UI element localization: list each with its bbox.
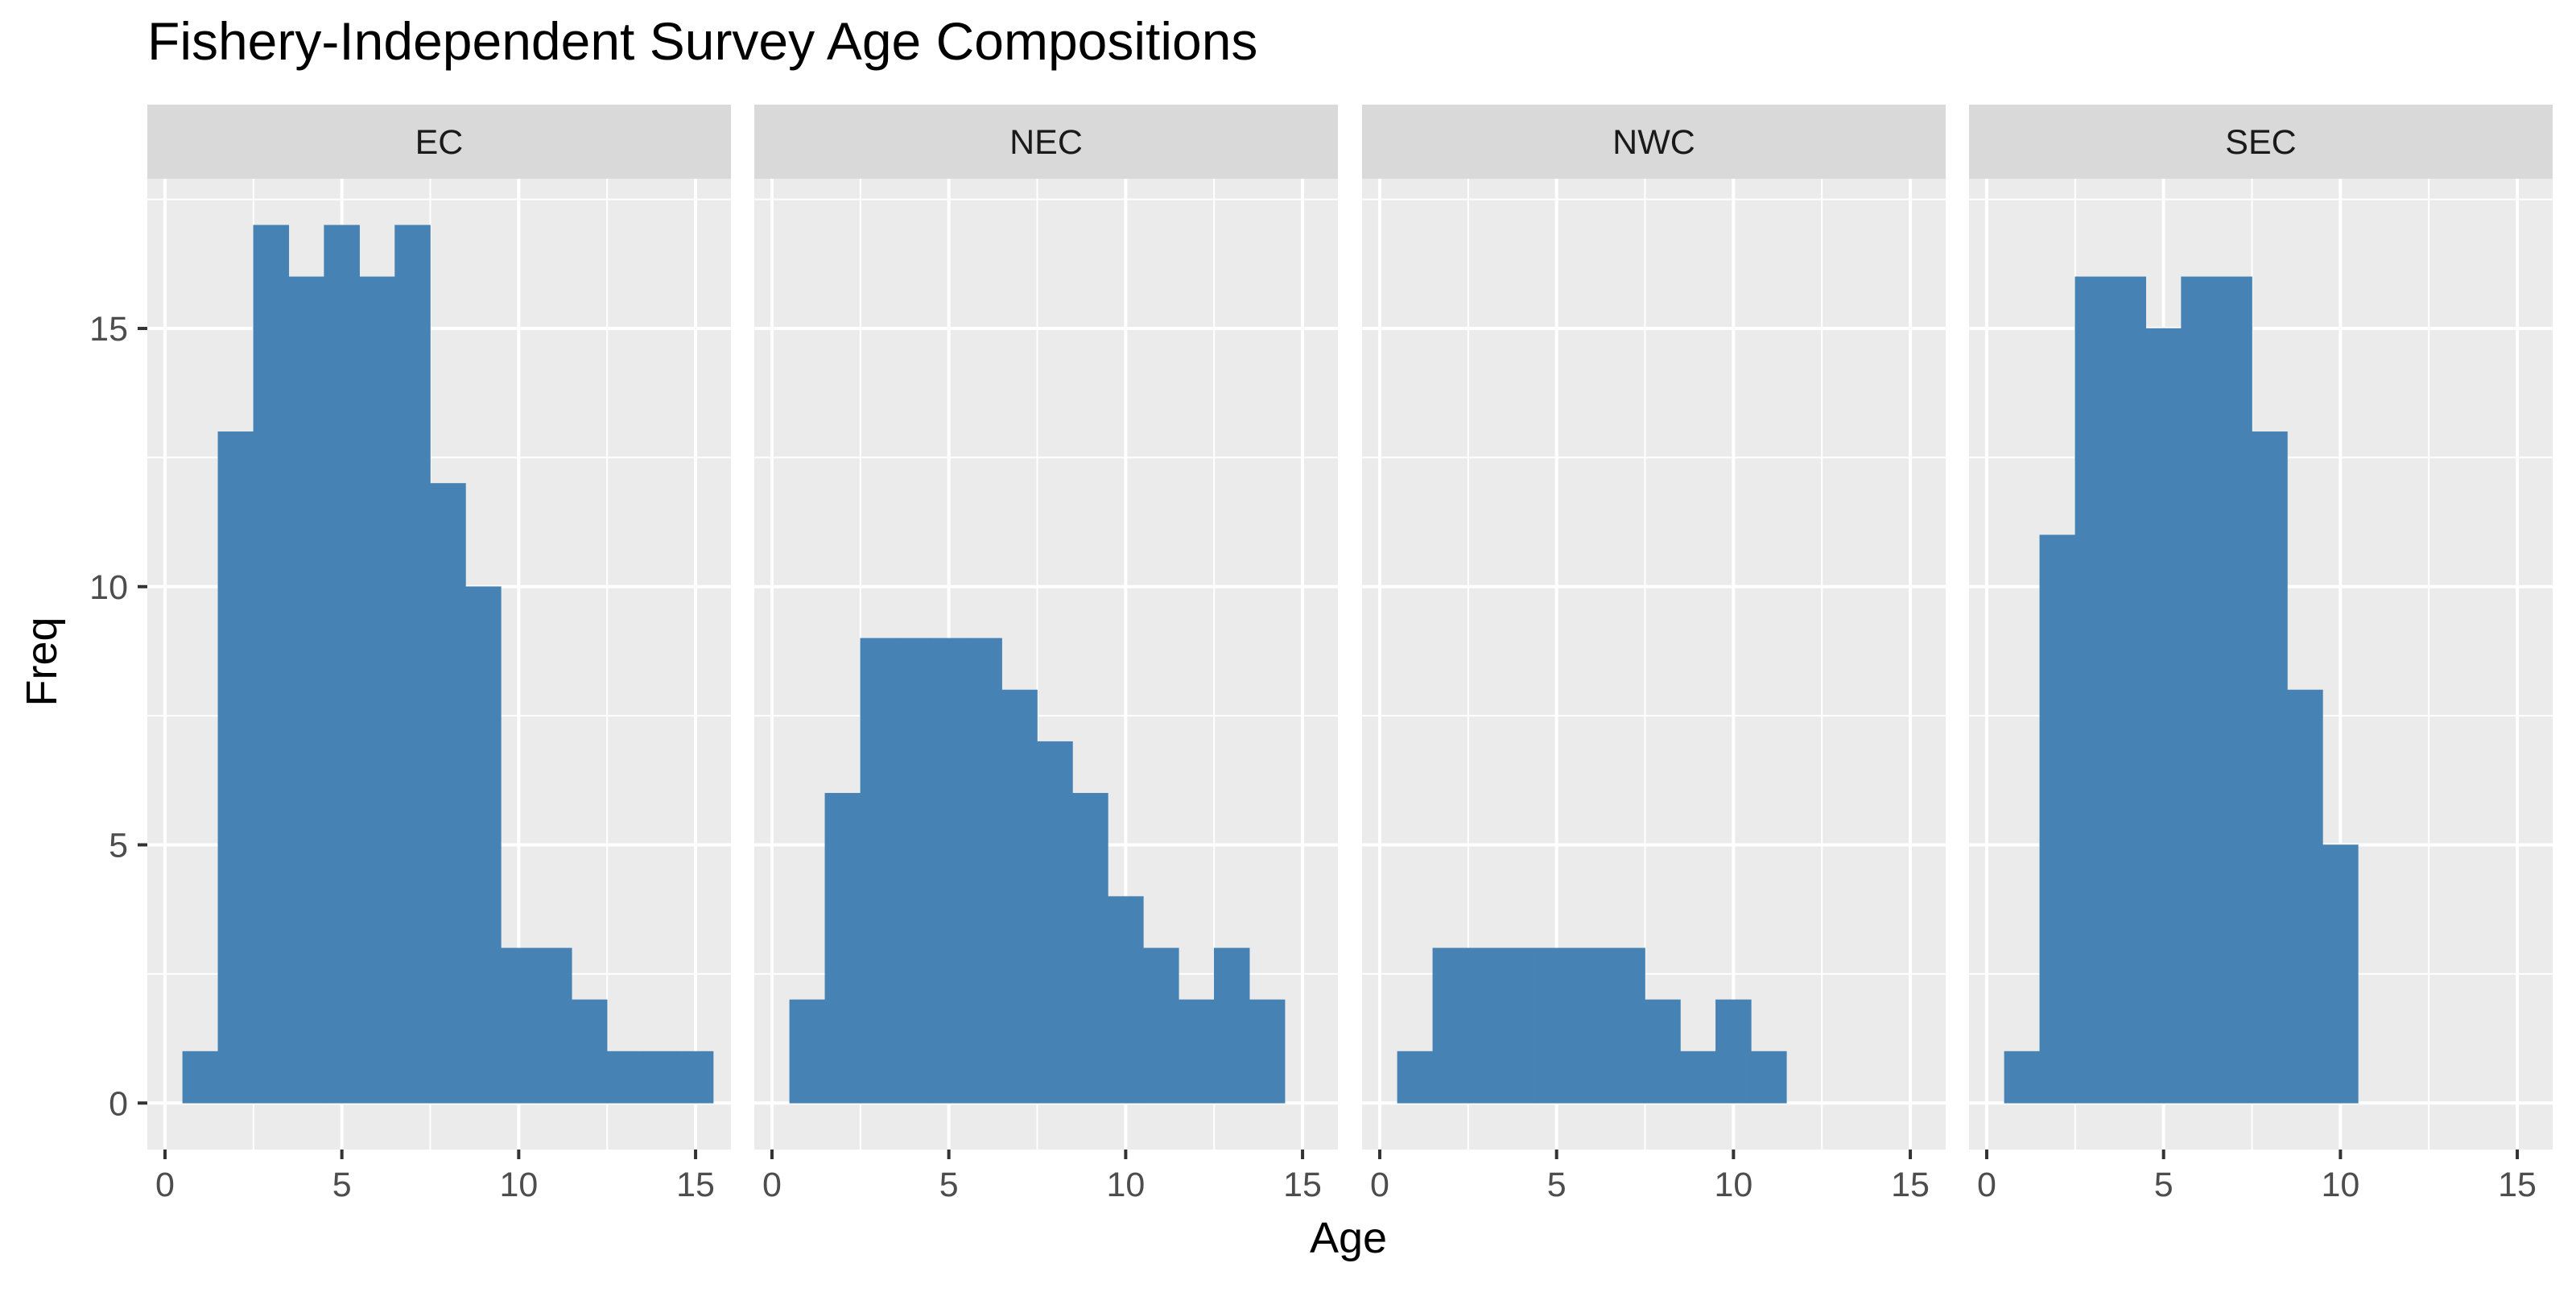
bar-nwc-age-11 bbox=[1751, 1051, 1787, 1104]
x-tick-label: 5 bbox=[1547, 1166, 1567, 1204]
y-tick-label: 5 bbox=[109, 827, 128, 865]
bar-sec-age-7 bbox=[2216, 276, 2252, 1104]
x-tick-label: 5 bbox=[332, 1166, 352, 1204]
bar-ec-age-15 bbox=[677, 1051, 714, 1104]
bar-nec-age-9 bbox=[1072, 793, 1108, 1104]
bar-nwc-age-4 bbox=[1503, 947, 1539, 1104]
bar-ec-age-9 bbox=[465, 586, 502, 1104]
bar-sec-age-6 bbox=[2181, 276, 2217, 1104]
facet-strip bbox=[754, 105, 1338, 179]
x-tick-label: 10 bbox=[2321, 1166, 2359, 1204]
bar-ec-age-8 bbox=[430, 483, 466, 1104]
bar-ec-age-14 bbox=[642, 1051, 679, 1104]
bar-nec-age-10 bbox=[1108, 896, 1144, 1104]
facet-panel-ec: EC 0 5 10 15 bbox=[147, 105, 731, 1204]
x-tick-label: 5 bbox=[2154, 1166, 2174, 1204]
x-tick-label: 15 bbox=[1283, 1166, 1322, 1204]
y-tick-label: 15 bbox=[89, 310, 128, 349]
bar-ec-age-7 bbox=[394, 225, 431, 1104]
x-tick-label: 0 bbox=[155, 1166, 175, 1204]
bar-nwc-age-6 bbox=[1574, 947, 1610, 1104]
bar-nec-age-5 bbox=[931, 638, 967, 1104]
facet-strip-label: NEC bbox=[1009, 123, 1083, 162]
bar-nec-age-2 bbox=[824, 793, 861, 1104]
facet-strip-label: EC bbox=[415, 123, 464, 162]
bar-ec-age-10 bbox=[501, 947, 537, 1104]
bar-nec-age-7 bbox=[1001, 689, 1038, 1104]
bar-nec-age-4 bbox=[895, 638, 931, 1104]
y-axis: 0 5 10 15 bbox=[89, 310, 147, 1123]
x-tick-label: 0 bbox=[1370, 1166, 1389, 1204]
x-tick-label: 15 bbox=[1891, 1166, 1930, 1204]
x-tick-label: 10 bbox=[499, 1166, 538, 1204]
chart-title: Fishery-Independent Survey Age Compositi… bbox=[147, 11, 1257, 71]
bar-ec-age-12 bbox=[571, 999, 608, 1104]
bar-nwc-age-9 bbox=[1680, 1051, 1716, 1104]
bar-nec-age-6 bbox=[966, 638, 1002, 1104]
facet-strip-label: NWC bbox=[1612, 123, 1695, 162]
bar-nwc-age-3 bbox=[1468, 947, 1505, 1104]
bar-nwc-age-2 bbox=[1432, 947, 1469, 1104]
bar-nec-age-8 bbox=[1037, 741, 1073, 1104]
bar-ec-age-6 bbox=[359, 276, 395, 1104]
bar-sec-age-1 bbox=[2004, 1051, 2041, 1104]
bar-nec-age-1 bbox=[789, 999, 826, 1104]
bar-nec-age-14 bbox=[1249, 999, 1286, 1104]
bar-sec-age-9 bbox=[2287, 689, 2323, 1104]
bar-sec-age-8 bbox=[2252, 431, 2288, 1104]
x-tick-label: 5 bbox=[939, 1166, 959, 1204]
bar-ec-age-13 bbox=[606, 1051, 643, 1104]
bar-ec-age-2 bbox=[217, 431, 254, 1104]
facet-panels: EC 0 5 10 15 NEC 0 5 10 15 NWC 0 5 10 15 SEC 0 5 10 15 bbox=[147, 105, 2553, 1204]
x-tick-label: 10 bbox=[1106, 1166, 1145, 1204]
bar-nwc-age-8 bbox=[1645, 999, 1681, 1104]
x-tick-label: 0 bbox=[762, 1166, 782, 1204]
bar-nwc-age-10 bbox=[1715, 999, 1752, 1104]
bar-nec-age-13 bbox=[1213, 947, 1250, 1104]
x-tick-label: 15 bbox=[2498, 1166, 2537, 1204]
bar-nec-age-11 bbox=[1143, 947, 1179, 1104]
facet-strip bbox=[1362, 105, 1946, 179]
facet-strip-label: SEC bbox=[2225, 123, 2296, 162]
bar-sec-age-3 bbox=[2074, 276, 2112, 1104]
bar-nwc-age-7 bbox=[1609, 947, 1645, 1104]
bar-nwc-age-1 bbox=[1397, 1051, 1434, 1104]
facet-panel-sec: SEC 0 5 10 15 bbox=[1969, 105, 2553, 1204]
bar-ec-age-11 bbox=[536, 947, 572, 1104]
y-axis-label: Freq bbox=[18, 617, 66, 706]
facet-panel-nwc: NWC 0 5 10 15 bbox=[1362, 105, 1946, 1204]
bar-sec-age-4 bbox=[2110, 276, 2146, 1104]
bar-ec-age-5 bbox=[324, 225, 360, 1104]
y-tick-label: 10 bbox=[89, 568, 128, 607]
bar-ec-age-4 bbox=[288, 276, 324, 1104]
x-axis-label: Age bbox=[1310, 1214, 1387, 1262]
facet-strip bbox=[147, 105, 731, 179]
x-tick-label: 15 bbox=[676, 1166, 715, 1204]
bar-nwc-age-5 bbox=[1538, 947, 1575, 1104]
bar-sec-age-10 bbox=[2322, 844, 2359, 1104]
facet-panel-nec: NEC 0 5 10 15 bbox=[754, 105, 1338, 1204]
bar-nec-age-3 bbox=[860, 638, 897, 1104]
y-tick-label: 0 bbox=[109, 1084, 128, 1123]
bar-nec-age-12 bbox=[1178, 999, 1215, 1104]
bar-sec-age-2 bbox=[2039, 535, 2076, 1104]
facet-strip bbox=[1969, 105, 2553, 179]
bar-ec-age-3 bbox=[253, 225, 290, 1104]
x-tick-label: 10 bbox=[1714, 1166, 1752, 1204]
bar-ec-age-1 bbox=[182, 1051, 219, 1104]
bar-sec-age-5 bbox=[2145, 328, 2182, 1104]
x-tick-label: 0 bbox=[1977, 1166, 1996, 1204]
